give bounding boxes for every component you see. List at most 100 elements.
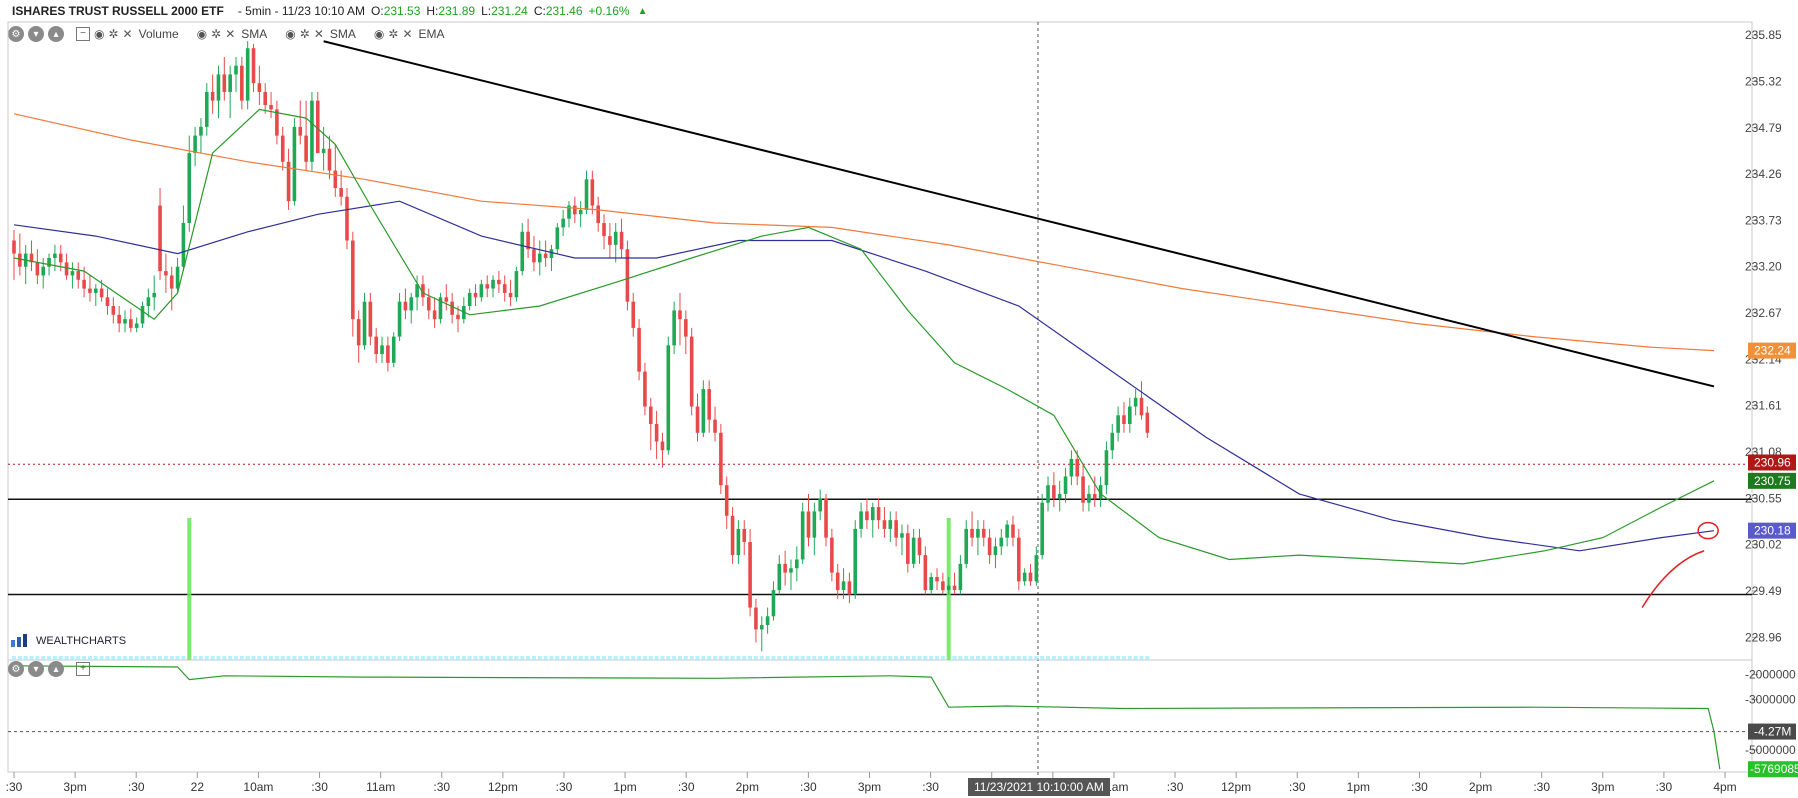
indicator-ema[interactable]: EMA	[418, 27, 445, 41]
eye-icon[interactable]: ◉	[196, 27, 208, 41]
expand-icon[interactable]: +	[76, 662, 90, 676]
candle-body	[269, 105, 273, 110]
candle-body	[830, 537, 834, 573]
candle-body	[380, 345, 384, 355]
candle-body	[637, 327, 641, 372]
volume-bar	[1098, 656, 1103, 660]
volume-bar	[549, 656, 554, 660]
candle-body	[310, 100, 314, 162]
gear-icon[interactable]: ✲	[388, 27, 399, 41]
candle-body	[1116, 415, 1120, 433]
volume-bar	[888, 656, 893, 660]
candle-body	[158, 205, 162, 272]
y-tick-label: 231.61	[1745, 399, 1782, 413]
candle-body	[409, 297, 414, 311]
volume-bar	[753, 656, 758, 660]
volume-bar	[1010, 656, 1015, 660]
settings-icon[interactable]: ⚙	[8, 661, 24, 677]
volume-bar	[847, 656, 852, 660]
candle-body	[795, 559, 799, 569]
chevron-down-icon[interactable]: ▾	[28, 661, 44, 677]
candle-body	[952, 585, 957, 591]
y-tick-label: 230.55	[1745, 491, 1782, 505]
candle-body	[450, 301, 454, 315]
y-tick-label: 232.67	[1745, 306, 1782, 320]
candle-body	[1011, 524, 1015, 538]
sma-fast-line	[13, 108, 1715, 565]
collapse-icon[interactable]: −	[76, 27, 90, 41]
candle-body	[707, 389, 711, 420]
volume-bar	[637, 656, 642, 660]
volume-bar	[1022, 656, 1027, 660]
sub-price-label: -4.27M	[1754, 725, 1791, 739]
volume-bar	[169, 656, 174, 660]
volume-bar	[572, 656, 577, 660]
candle-body	[608, 236, 612, 245]
volume-bar	[619, 656, 624, 660]
x-tick-label: 22	[191, 780, 205, 794]
chevron-up-icon[interactable]: ▴	[48, 661, 64, 677]
price-label: 230.75	[1754, 474, 1791, 488]
volume-bar	[724, 656, 729, 660]
settings-icon[interactable]: ⚙	[8, 26, 24, 42]
candle-body	[362, 301, 367, 346]
candle-body	[818, 498, 822, 512]
eye-icon[interactable]: ◉	[285, 27, 296, 41]
volume-bar	[350, 656, 355, 660]
candle-body	[146, 297, 151, 307]
candle-body	[777, 563, 782, 591]
volume-bar	[415, 656, 420, 660]
candle-body	[117, 314, 121, 324]
candle-body	[859, 511, 863, 529]
candle-body	[251, 48, 256, 84]
x-tick-label: 3pm	[1591, 780, 1614, 794]
candle-body	[648, 406, 653, 425]
volume-bar	[537, 656, 542, 660]
eye-icon[interactable]: ◉	[94, 27, 105, 41]
volume-bar	[596, 656, 601, 660]
volume-bar	[713, 656, 718, 660]
volume-bar	[403, 656, 408, 660]
volume-bar	[23, 656, 28, 660]
volume-bar	[128, 656, 133, 660]
candle-body	[689, 336, 694, 407]
candle-body	[134, 323, 139, 328]
close-icon[interactable]: ✕	[402, 27, 413, 41]
candle-body	[730, 515, 735, 556]
gear-icon[interactable]: ✲	[108, 27, 119, 41]
x-tick-label: :30	[6, 780, 23, 794]
gear-icon[interactable]: ✲	[299, 27, 310, 41]
volume-bar	[491, 656, 496, 660]
chevron-up-icon[interactable]: ▴	[48, 26, 64, 42]
volume-bar	[660, 656, 665, 660]
x-tick-label: 12pm	[1221, 780, 1251, 794]
candle-body	[257, 83, 262, 92]
x-tick-label: :30	[1167, 780, 1184, 794]
candle-body	[111, 306, 116, 315]
candle-body	[573, 205, 577, 215]
volume-bar	[82, 656, 87, 660]
candle-body	[765, 616, 770, 626]
volume-bar	[894, 656, 899, 660]
eye-icon[interactable]: ◉	[373, 27, 385, 41]
close-icon[interactable]: ✕	[122, 27, 133, 41]
volume-bar	[76, 656, 81, 660]
candle-body	[1087, 493, 1091, 503]
x-tick-label: :30	[800, 780, 817, 794]
volume-bar	[239, 656, 244, 660]
chevron-down-icon[interactable]: ▾	[28, 26, 44, 42]
indicator-volume[interactable]: Volume	[138, 27, 179, 41]
candle-body	[847, 581, 852, 595]
volume-bar	[473, 656, 478, 660]
gear-icon[interactable]: ✲	[211, 27, 222, 41]
close-icon[interactable]: ✕	[225, 27, 236, 41]
volume-bar	[812, 656, 817, 660]
y-tick-label: 234.26	[1745, 167, 1782, 181]
indicator-sma-2[interactable]: SMA	[329, 27, 356, 41]
price-label-bg	[1748, 522, 1796, 539]
indicator-sma-1[interactable]: SMA	[241, 27, 268, 41]
x-tick-label: :30	[1411, 780, 1428, 794]
close-icon[interactable]: ✕	[313, 27, 324, 41]
volume-bar	[87, 656, 92, 660]
